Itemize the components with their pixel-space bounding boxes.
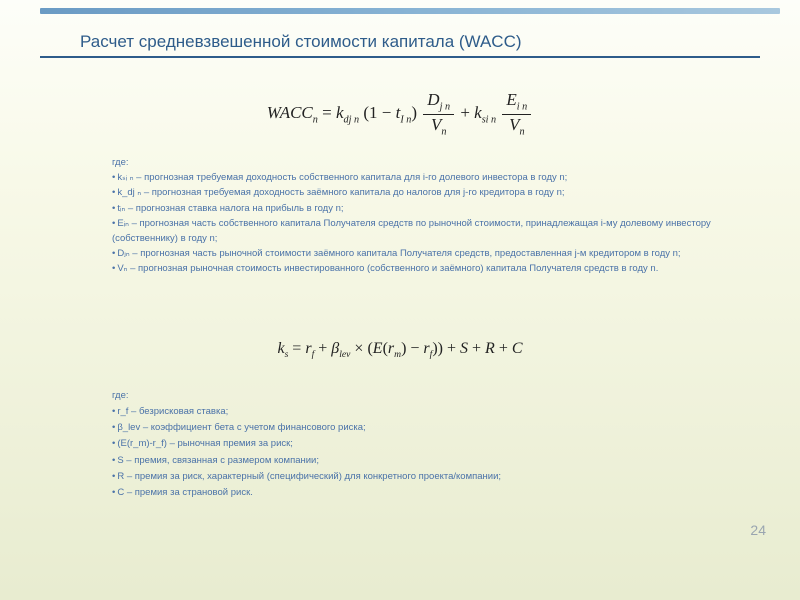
where-block-2: где: r_f – безрисковая ставка; β_lev – к… [112,388,760,501]
where2-item: S – премия, связанная с размером компани… [112,453,760,469]
formula1-plus: + [460,103,470,122]
where2-label: где: [112,388,760,404]
page-number: 24 [750,522,766,538]
formula1-ksi: ksi n [474,103,500,122]
where1-item: Eᵢₙ – прогнозная часть собственного капи… [112,216,760,246]
where1-label: где: [112,155,760,170]
ks-formula: ks = rf + βlev × (E(rm) − rf)) + S + R +… [0,340,800,360]
slide-title: Расчет средневзвешенной стоимости капита… [80,32,760,52]
formula1-kdj: kdj n [336,103,363,122]
where1-list: kₛᵢ ₙ – прогнозная требуемая доходность … [112,170,760,276]
where2-item: C – премия за страновой риск. [112,485,760,501]
where2-item: β_lev – коэффициент бета с учетом финанс… [112,420,760,436]
formula1-paren-open: (1 − tI n) [363,103,417,122]
where2-list: r_f – безрисковая ставка; β_lev – коэффи… [112,404,760,501]
where-block-1: где: kₛᵢ ₙ – прогнозная требуемая доходн… [112,155,760,277]
where1-item: kₛᵢ ₙ – прогнозная требуемая доходность … [112,170,760,185]
formula1-frac2: Ei n Vn [502,90,531,138]
wacc-formula: WACCn = kdj n (1 − tI n) Dj n Vn + ksi n… [0,90,800,138]
decorative-top-bar [40,8,780,14]
formula1-eq: = [322,103,332,122]
where2-item: (E(r_m)-r_f) – рыночная премия за риск; [112,436,760,452]
where1-item: tᵢₙ – прогнозная ставка налога на прибыл… [112,201,760,216]
formula1-lhs: WACCn [267,103,322,122]
title-underline [40,56,760,58]
where2-item: r_f – безрисковая ставка; [112,404,760,420]
where2-item: R – премия за риск, характерный (специфи… [112,469,760,485]
where1-item: k_dj ₙ – прогнозная требуемая доходность… [112,185,760,200]
formula1-frac1: Dj n Vn [423,90,454,138]
where1-item: Dⱼₙ – прогнозная часть рыночной стоимост… [112,246,760,261]
where1-item: Vₙ – прогнозная рыночная стоимость инвес… [112,261,760,276]
